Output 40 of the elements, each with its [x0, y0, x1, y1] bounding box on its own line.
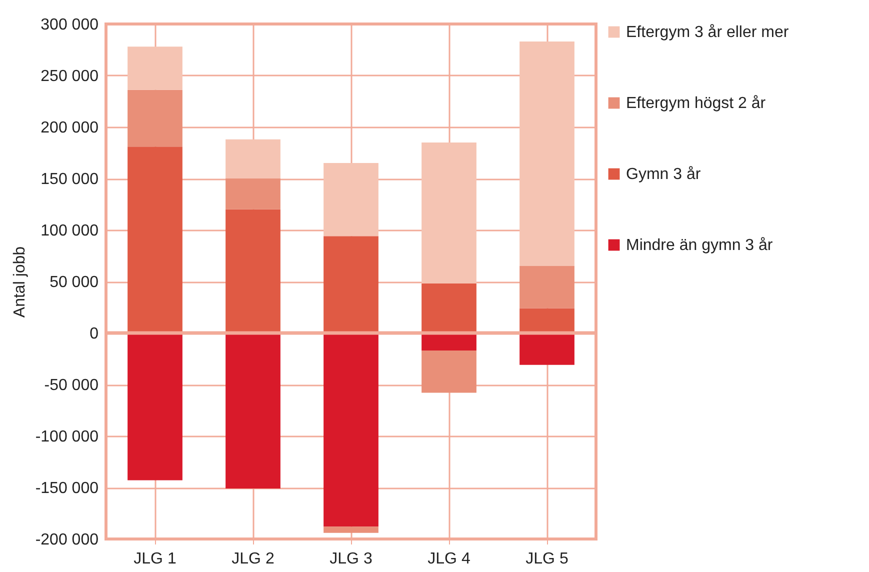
legend-label: Mindre än gymn 3 år [626, 237, 774, 254]
y-axis-title: Antal jobb [11, 246, 28, 318]
bar [128, 333, 182, 480]
bar [128, 90, 182, 147]
bar [128, 46, 182, 90]
y-tick-label: 0 [90, 326, 99, 342]
bar [324, 333, 378, 527]
bar [226, 139, 280, 178]
legend-label: Eftergym högst 2 år [626, 95, 766, 112]
legend-label: Eftergym 3 år eller mer [626, 24, 790, 41]
bar [324, 236, 378, 333]
bar [324, 163, 378, 236]
bar [226, 209, 280, 333]
bar [520, 308, 574, 333]
y-tick-label: -200 000 [35, 532, 99, 548]
bar [226, 178, 280, 210]
y-tick-label: -100 000 [35, 428, 99, 446]
legend-label: Gymn 3 år [626, 166, 702, 183]
bar [324, 526, 378, 533]
y-tick-label: 250 000 [40, 68, 99, 85]
bar [520, 266, 574, 308]
x-tick-label: JLG 4 [428, 550, 470, 568]
x-tick-label: JLG 3 [330, 550, 372, 568]
bar [520, 42, 574, 266]
x-tick-label: JLG 1 [134, 550, 176, 568]
bar [520, 333, 574, 365]
bar [128, 146, 182, 333]
x-tick-label: JLG 5 [526, 550, 568, 568]
y-tick-label: -150 000 [35, 480, 99, 497]
bar [226, 333, 280, 489]
y-tick-label: 50 000 [50, 274, 99, 291]
y-tick-label: -50 000 [44, 377, 99, 394]
bar [422, 142, 476, 284]
y-tick-label: 100 000 [40, 222, 99, 240]
bar [422, 284, 476, 333]
y-tick-label: 300 000 [40, 16, 99, 34]
y-tick-label: 150 000 [40, 171, 99, 188]
y-tick-label: 200 000 [40, 120, 99, 136]
bar [422, 350, 476, 393]
x-tick-label: JLG 2 [232, 550, 274, 568]
